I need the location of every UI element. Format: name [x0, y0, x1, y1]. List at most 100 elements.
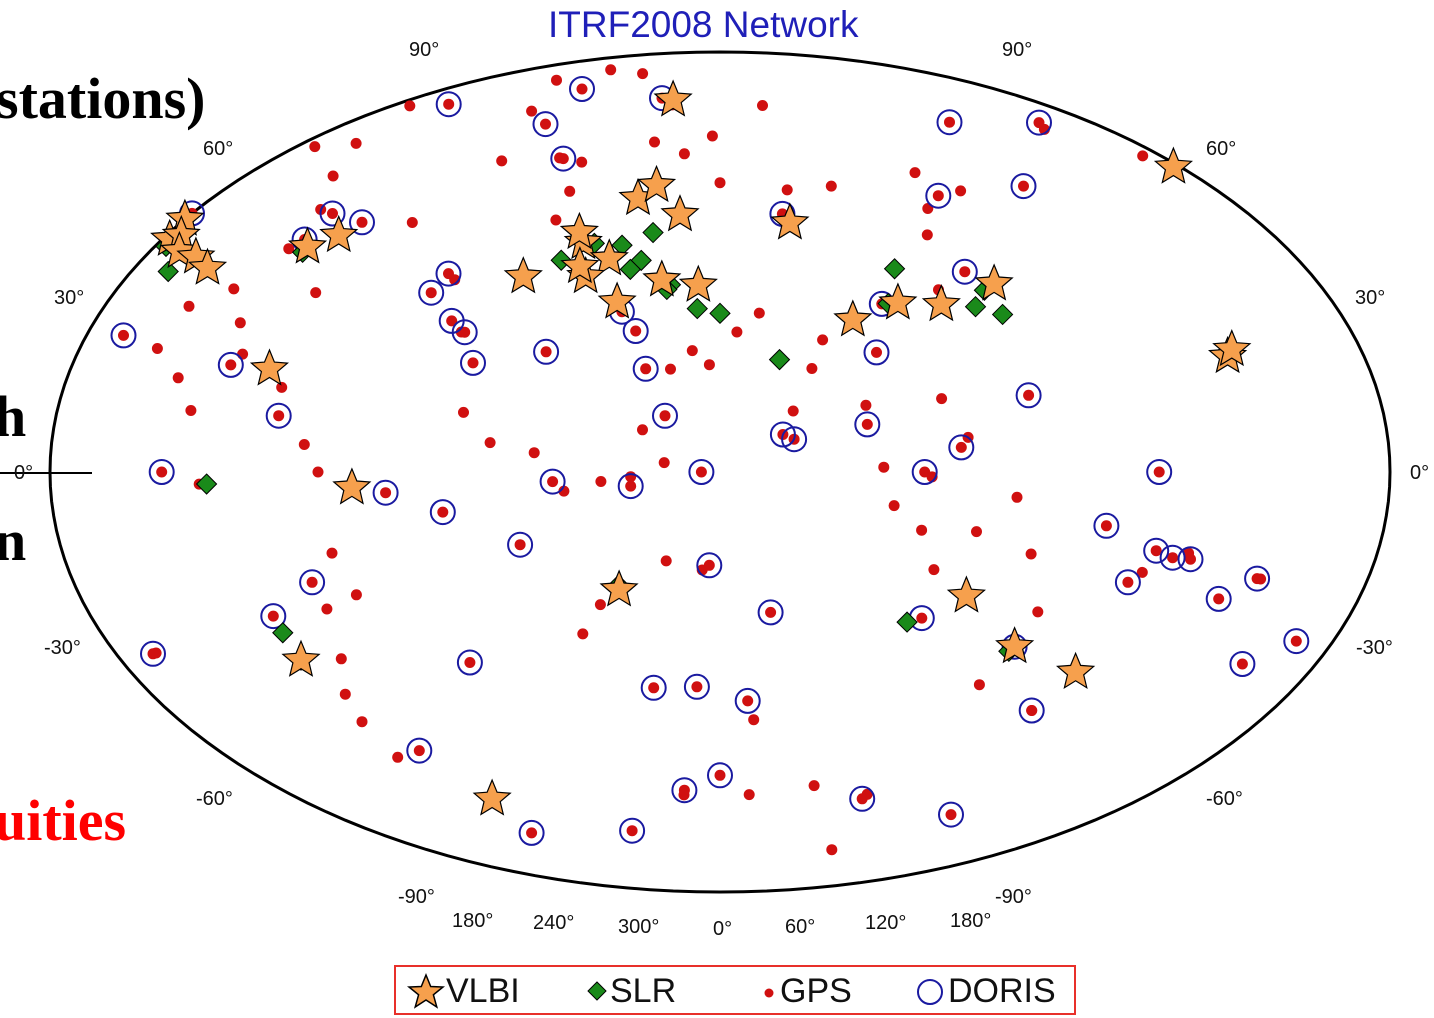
- ring-icon: [917, 979, 943, 1005]
- gps-station: [356, 216, 368, 228]
- vlbi-station: [288, 226, 328, 264]
- gps-station: [540, 346, 552, 358]
- gps-station: [514, 539, 526, 551]
- gps-station: [156, 466, 168, 478]
- lat-label-right-60: 60°: [1206, 138, 1237, 160]
- gps-station: [1185, 553, 1196, 565]
- gps-station: [878, 461, 890, 473]
- doris-station: [938, 801, 964, 828]
- lat-label-right-m30: -30°: [1356, 637, 1393, 659]
- vlbi-station: [589, 238, 629, 276]
- vlbi-station: [560, 246, 600, 284]
- gps-station: [625, 471, 637, 483]
- slr-station: [195, 473, 218, 495]
- gps-station: [703, 559, 715, 571]
- vlbi-station: [678, 264, 718, 302]
- legend: VLBI SLR GPS DORIS: [394, 965, 1076, 1015]
- vlbi-station: [332, 467, 372, 505]
- lon-label-120: 120°: [865, 912, 907, 934]
- vlbi-station: [187, 247, 228, 285]
- doris-station: [418, 279, 445, 306]
- doris-station: [299, 569, 326, 596]
- gps-station: [861, 418, 873, 430]
- doris-station: [671, 777, 698, 804]
- gps-station: [306, 576, 318, 588]
- vlbi-station: [1153, 146, 1193, 184]
- gps-station: [806, 363, 818, 374]
- gps-station: [151, 343, 163, 354]
- legend-item-doris: DORIS: [914, 973, 1056, 1009]
- gps-station: [1018, 180, 1029, 192]
- vlbi-station: [770, 202, 810, 240]
- slr-station: [768, 348, 791, 371]
- gps-station: [714, 769, 726, 781]
- gps-station: [484, 437, 496, 449]
- gps-station: [551, 74, 562, 86]
- vlbi-station: [249, 348, 289, 386]
- doris-station: [217, 351, 244, 378]
- gps-station: [703, 359, 715, 371]
- lon-label-240: 240°: [533, 912, 575, 934]
- gps-station: [971, 526, 982, 538]
- doris-station: [319, 200, 346, 227]
- gps-station: [695, 466, 707, 478]
- lat-label-right-0: 0°: [1410, 462, 1430, 484]
- doris-station: [435, 260, 462, 287]
- gps-station: [496, 155, 508, 167]
- lat-label-right-m90: -90°: [995, 886, 1032, 908]
- gps-station: [765, 606, 777, 618]
- doris-station: [696, 552, 723, 579]
- lat-label-right-90: 90°: [1002, 39, 1033, 61]
- gps-station: [172, 372, 184, 384]
- gps-station: [147, 648, 159, 660]
- gps-station: [648, 682, 660, 694]
- gps-station: [919, 466, 931, 478]
- gps-station: [234, 317, 246, 329]
- lat-label-right-m60: -60°: [1206, 788, 1243, 810]
- doris-station: [406, 737, 433, 764]
- doris-station: [110, 322, 137, 349]
- lat-label-right-30: 30°: [1355, 287, 1386, 309]
- doris-station: [1015, 382, 1042, 409]
- gps-station: [350, 137, 362, 149]
- gps-station: [625, 480, 637, 492]
- diamond-icon: [587, 981, 607, 1001]
- slr-station: [686, 297, 708, 320]
- gps-station: [973, 679, 985, 691]
- gps-station: [528, 447, 540, 459]
- map-outline: [48, 50, 1392, 894]
- gps-station: [392, 751, 404, 763]
- gps-station: [1167, 552, 1179, 564]
- dot-icon: [764, 988, 774, 998]
- gps-station: [743, 789, 755, 801]
- gps-station: [605, 64, 617, 76]
- gps-station: [459, 326, 471, 338]
- gps-station: [916, 612, 928, 624]
- gps-station: [909, 167, 921, 179]
- doris-station: [532, 111, 559, 138]
- lat-label-left-0: 0°: [14, 462, 34, 484]
- lon-label-60: 60°: [785, 916, 816, 938]
- doris-station: [451, 319, 478, 346]
- doris-station: [1018, 697, 1045, 724]
- gps-station: [321, 603, 333, 615]
- slr-station: [709, 302, 731, 325]
- gps-station: [446, 315, 458, 327]
- gps-station: [467, 357, 479, 369]
- side-text-n: n: [0, 508, 27, 573]
- gps-station: [1033, 117, 1045, 129]
- gps-station: [443, 268, 454, 280]
- gps-station: [595, 476, 607, 487]
- lat-label-left-30: 30°: [54, 287, 85, 309]
- gps-station: [576, 83, 588, 95]
- gps-station: [526, 105, 538, 117]
- doris-station: [1229, 651, 1256, 677]
- doris-station: [757, 599, 784, 626]
- legend-label-gps: GPS: [780, 972, 852, 1010]
- lat-label-left-m30: -30°: [44, 637, 81, 659]
- gps-station: [118, 329, 129, 341]
- doris-station: [429, 499, 456, 526]
- gps-station: [1025, 548, 1037, 560]
- gps-station: [1011, 491, 1023, 503]
